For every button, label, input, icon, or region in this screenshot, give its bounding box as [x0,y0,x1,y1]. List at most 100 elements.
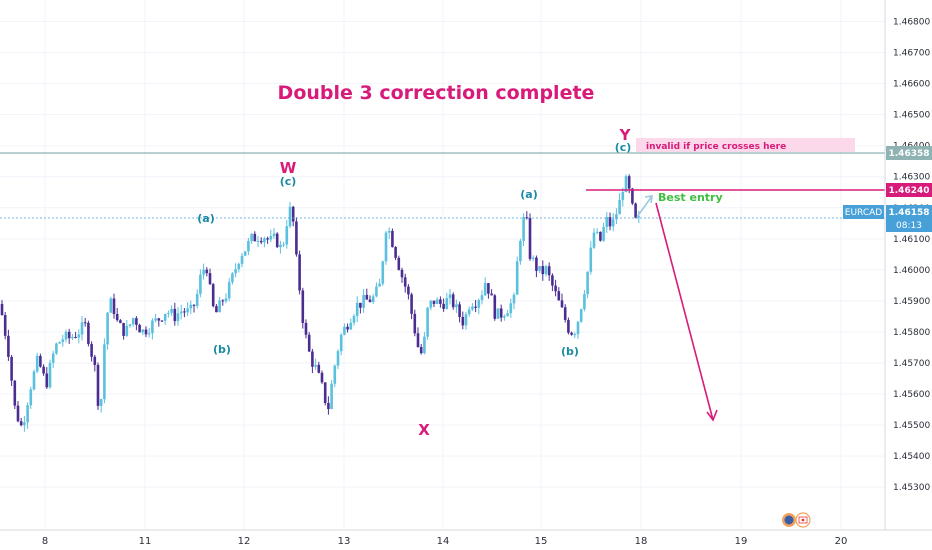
candle-body [195,293,199,306]
candle-body [403,277,407,287]
candle-body [32,371,36,390]
candle-body [563,307,567,320]
wave-label-b1: (b) [213,343,231,356]
candle-body [282,244,285,246]
candle-body [323,382,327,403]
y-tick-label: 1.45600 [893,390,930,400]
candle-body [103,344,106,400]
candle-body [170,308,173,313]
time-axis[interactable] [0,530,885,550]
y-tick-label: 1.45800 [893,328,930,338]
candle-body [205,269,209,274]
candle-body [519,240,522,262]
candle-body [13,380,17,406]
candle-body [387,230,391,233]
candle-body [42,366,45,374]
candle-body [320,372,324,383]
candle-body [547,266,551,276]
candle-body [637,216,641,218]
wave-label-b2: (b) [561,345,579,358]
candle-body [416,333,420,347]
candle-body [96,364,100,406]
chart-title: Double 3 correction complete [278,82,595,104]
candle-body [579,309,583,322]
candles [0,174,641,432]
candle-body [58,342,61,344]
invalid-price-tag [886,146,932,160]
candle-body [231,273,234,283]
candle-body [391,230,394,248]
candle-body [314,364,317,367]
candle-body [336,351,340,366]
candle-body [247,241,250,252]
x-tick-label: 15 [535,536,548,547]
candle-body [343,326,346,335]
x-tick-label: 13 [338,536,351,547]
candle-body [551,275,554,286]
candle-body [250,233,253,242]
candle-body [67,331,71,339]
price-axis[interactable] [885,0,932,530]
candle-body [515,261,519,295]
candle-body [131,318,135,325]
candle-body [483,283,487,296]
candle-body [237,263,241,270]
candle-body [154,318,157,321]
candle-body [503,316,506,318]
candle-body [346,326,349,330]
candle-body [163,313,167,321]
candle-body [179,311,183,314]
candle-body [368,299,372,303]
candle-body [419,346,423,354]
candle-body [285,226,289,245]
candle-body [477,300,481,308]
candle-body [288,206,292,227]
candle-body [365,294,369,300]
wave-label-w: W [280,159,297,177]
countdown-text: 08:13 [896,221,922,231]
invalid-zone-label: invalid if price crosses here [646,142,786,152]
candle-body [71,336,74,339]
x-tick-label: 8 [42,536,48,547]
candle-body [35,355,39,372]
y-tick-label: 1.46700 [893,49,930,59]
up-arrow-head [644,195,653,204]
candle-body [224,298,228,302]
candle-body [301,290,305,323]
y-tick-label: 1.46000 [893,266,930,276]
candle-body [426,307,429,337]
candle-body [295,221,298,255]
y-tick-label: 1.46500 [893,111,930,121]
candle-body [55,343,58,354]
candle-body [234,269,237,274]
candle-body [317,364,321,373]
candle-body [621,192,625,200]
candle-body [538,266,541,271]
candle-body [429,300,433,308]
candle-body [269,236,273,240]
candle-body [602,226,605,241]
last-price-tag [886,205,932,232]
candle-body [279,244,282,248]
candle-body [119,320,122,323]
events-icon[interactable] [782,512,811,528]
candle-body [355,302,359,316]
candle-body [272,233,276,237]
candle-body [176,313,180,322]
candle-body [221,300,225,302]
y-tick-label: 1.45500 [893,421,930,431]
candle-body [461,317,465,326]
candle-body [45,373,49,388]
candle-body [259,240,263,243]
x-tick-label: 19 [735,536,748,547]
candle-body [432,300,436,304]
candle-body [525,217,529,219]
candle-body [147,333,151,335]
candle-body [211,284,215,307]
candle-body [608,216,612,227]
wave-label-x: X [418,421,430,439]
candle-body [531,257,535,259]
candle-body [19,421,23,426]
last-price-tag-text: 1.46158 [889,208,930,218]
candle-body [499,308,503,318]
